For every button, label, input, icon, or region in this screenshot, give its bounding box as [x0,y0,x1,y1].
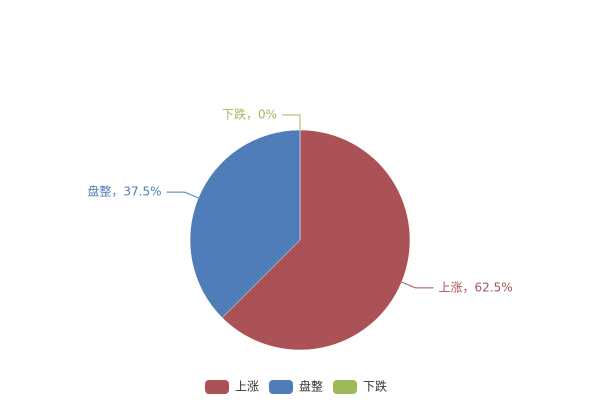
legend-label: 盘整 [299,379,323,394]
legend-swatch [205,380,229,394]
data-label: 上涨，62.5% [438,279,512,294]
pie-slice [221,129,411,351]
label-line [166,191,199,199]
data-label: 下跌，0% [222,107,277,122]
legend-label: 下跌 [363,379,387,394]
label-line [401,281,434,289]
legend-swatch [269,380,293,394]
legend-swatch [333,380,357,394]
label-line [282,114,301,130]
data-label: 盘整，37.5% [87,184,161,199]
legend-label: 上涨 [235,379,259,394]
